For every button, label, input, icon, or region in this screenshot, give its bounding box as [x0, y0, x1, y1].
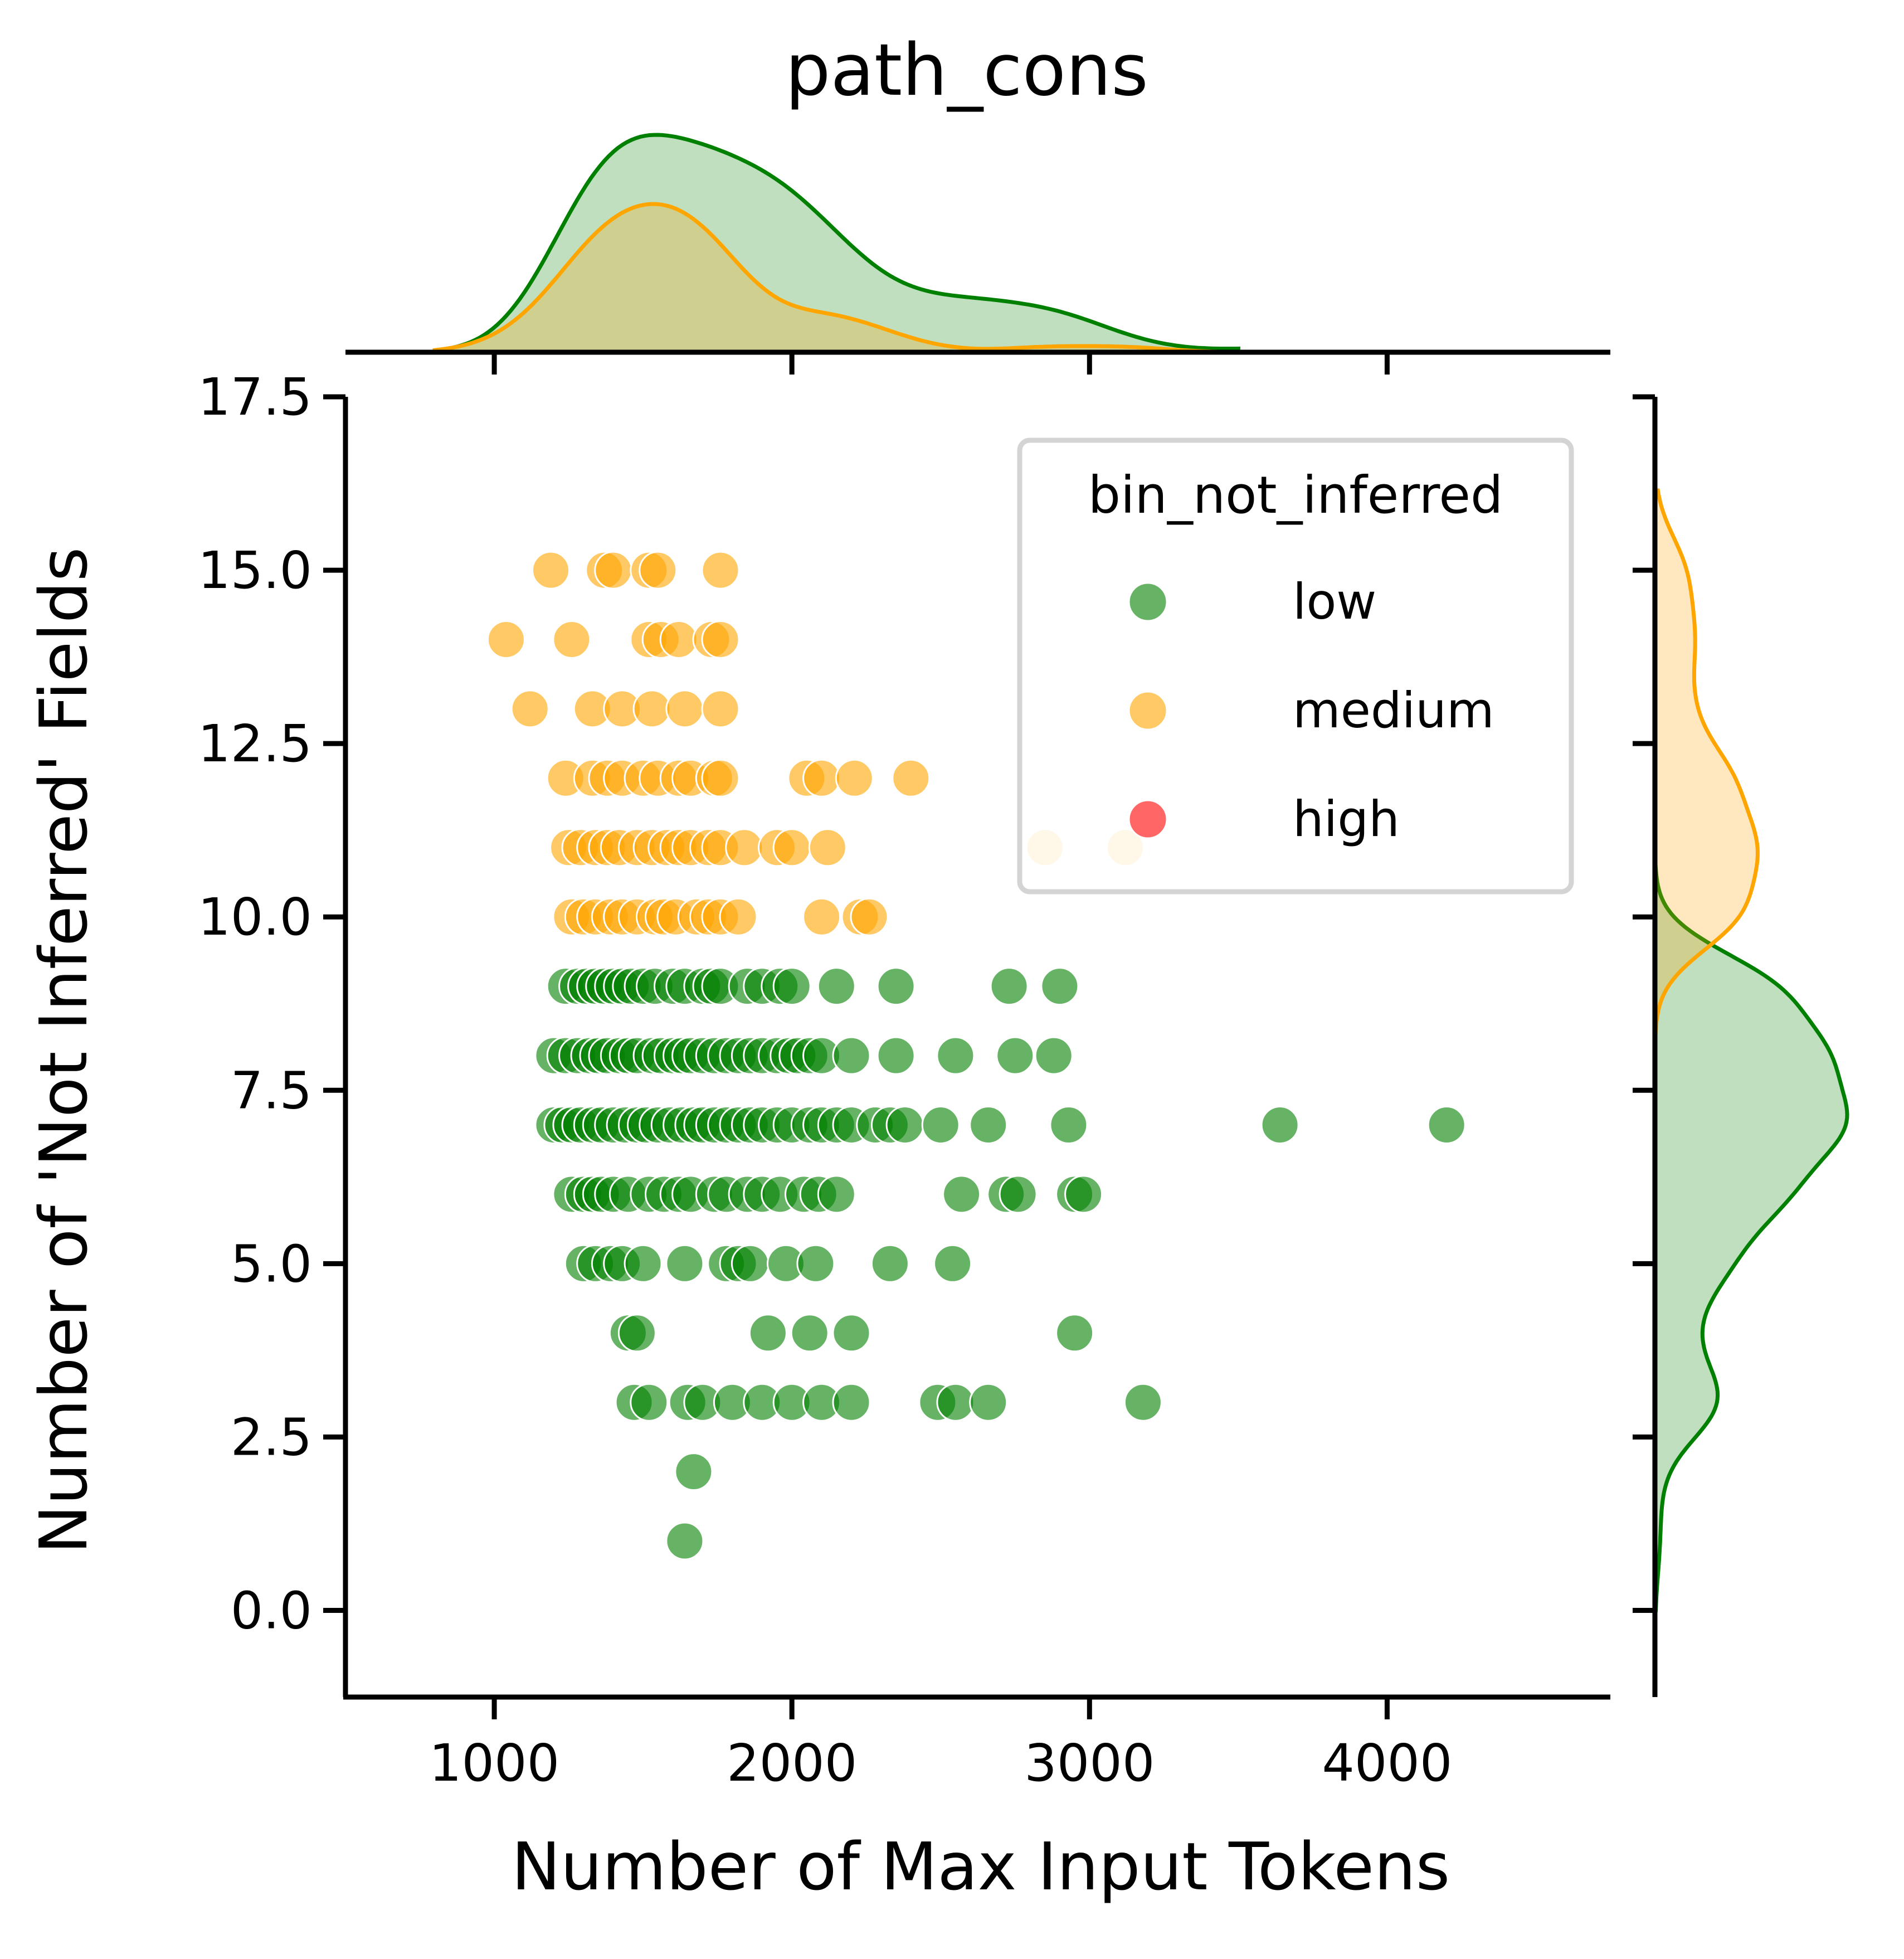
- data-point-low: [999, 1175, 1038, 1214]
- data-point-low: [817, 967, 856, 1006]
- data-point-low: [885, 1106, 924, 1144]
- data-point-medium: [552, 620, 591, 659]
- y-tick-label: 10.0: [198, 887, 312, 947]
- data-point-low: [665, 1244, 704, 1283]
- data-point-medium: [701, 551, 740, 590]
- x-tick-label: 3000: [1024, 1733, 1155, 1793]
- data-point-medium: [808, 828, 847, 867]
- top-kde-low: [432, 133, 1240, 354]
- data-point-low: [1055, 1314, 1094, 1353]
- y-tick-label: 0.0: [231, 1581, 312, 1640]
- data-point-medium: [510, 689, 549, 728]
- data-point-low: [1064, 1175, 1103, 1214]
- y-tick-label: 2.5: [231, 1407, 312, 1467]
- data-point-low: [832, 1036, 871, 1075]
- x-axis-label: Number of Max Input Tokens: [512, 1828, 1450, 1905]
- data-point-low: [796, 1244, 835, 1283]
- data-point-medium: [835, 759, 874, 798]
- legend-title: bin_not_inferred: [1088, 465, 1503, 525]
- data-point-medium: [892, 759, 931, 798]
- y-axis-label: Number of 'Not Inferred' Fields: [25, 547, 102, 1554]
- data-point-low: [790, 1314, 829, 1353]
- scatter-points: [486, 551, 1466, 1561]
- data-point-medium: [802, 897, 841, 936]
- data-point-medium: [639, 551, 678, 590]
- data-point-low: [772, 967, 811, 1006]
- data-point-medium: [665, 689, 704, 728]
- data-point-medium: [659, 620, 698, 659]
- legend-frame: [1017, 438, 1574, 895]
- y-tick-label: 7.5: [231, 1061, 312, 1120]
- legend-label-high: high: [1293, 790, 1400, 848]
- data-point-low: [870, 1244, 909, 1283]
- data-point-low: [969, 1383, 1008, 1422]
- y-axis-ticks: 0.0 2.5 5.0 7.5 10.0 12.5 15.0 17.5: [198, 367, 1655, 1640]
- data-point-medium: [594, 551, 633, 590]
- data-point-medium: [772, 828, 811, 867]
- data-point-low: [674, 1452, 713, 1491]
- data-point-low: [832, 1314, 871, 1353]
- x-axis-ticks: 1000 2000 3000 4000: [429, 352, 1452, 1793]
- data-point-low: [933, 1244, 972, 1283]
- top-kde-medium: [432, 202, 1240, 354]
- data-point-low: [1123, 1383, 1162, 1422]
- data-point-low: [817, 1175, 856, 1214]
- data-point-low: [990, 967, 1029, 1006]
- data-point-low: [969, 1106, 1008, 1144]
- data-point-low: [936, 1036, 975, 1075]
- data-point-medium: [532, 551, 570, 590]
- data-point-low: [832, 1383, 871, 1422]
- legend-marker-high: [1128, 799, 1168, 839]
- data-point-medium: [850, 897, 889, 936]
- chart-title: path_cons: [785, 29, 1148, 112]
- data-point-medium: [486, 620, 525, 659]
- top-marginal-kde: [432, 133, 1240, 354]
- data-point-low: [936, 1383, 975, 1422]
- data-point-low: [630, 1383, 669, 1422]
- y-tick-label: 5.0: [231, 1234, 312, 1294]
- data-point-medium: [725, 828, 764, 867]
- data-point-medium: [701, 689, 740, 728]
- data-point-low: [1034, 1036, 1073, 1075]
- data-point-medium: [701, 620, 740, 659]
- data-point-low: [996, 1036, 1035, 1075]
- data-point-medium: [719, 897, 758, 936]
- data-point-low: [1260, 1106, 1299, 1144]
- x-tick-label: 1000: [429, 1733, 559, 1793]
- y-tick-label: 15.0: [198, 541, 312, 600]
- data-point-low: [624, 1244, 663, 1283]
- data-point-low: [942, 1175, 981, 1214]
- data-point-low: [1040, 967, 1079, 1006]
- legend-label-low: low: [1293, 573, 1376, 630]
- data-point-low: [617, 1314, 656, 1353]
- legend: bin_not_inferred low medium high: [1017, 438, 1574, 895]
- data-point-low: [921, 1106, 960, 1144]
- data-point-low: [731, 1244, 770, 1283]
- data-point-medium: [701, 759, 740, 798]
- data-point-low: [1049, 1106, 1088, 1144]
- legend-label-medium: medium: [1293, 682, 1494, 739]
- y-tick-label: 17.5: [198, 367, 312, 427]
- x-tick-label: 2000: [727, 1733, 857, 1793]
- main-axes: [343, 349, 1658, 1700]
- x-tick-label: 4000: [1322, 1733, 1452, 1793]
- data-point-low: [876, 1036, 916, 1075]
- data-point-medium: [632, 689, 671, 728]
- data-point-low: [1427, 1106, 1466, 1144]
- y-tick-label: 12.5: [198, 714, 312, 774]
- data-point-medium: [802, 759, 841, 798]
- data-point-low: [748, 1314, 787, 1353]
- data-point-low: [665, 1521, 704, 1561]
- legend-marker-low: [1128, 582, 1168, 622]
- data-point-low: [876, 967, 916, 1006]
- legend-marker-medium: [1128, 691, 1168, 731]
